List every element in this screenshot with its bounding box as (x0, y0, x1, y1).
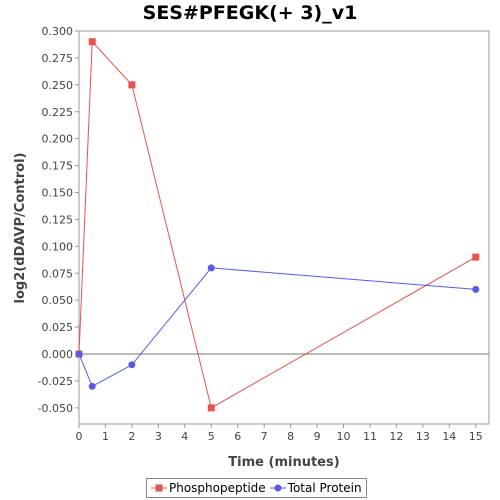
y-tick-label: 0.000 (42, 348, 74, 361)
data-point-total-protein (75, 350, 83, 358)
x-tick-label: 4 (181, 430, 188, 443)
x-axis: 0 1 2 3 4 5 6 7 8 9 10 11 12 13 14 15 (76, 424, 483, 443)
y-tick-label: 0.025 (42, 321, 74, 334)
y-tick-label: 0.250 (42, 79, 74, 92)
circle-marker-icon (269, 484, 286, 492)
legend-label-total-protein: Total Protein (287, 481, 362, 495)
x-tick-label: 9 (314, 430, 321, 443)
series-layer (75, 38, 480, 412)
x-tick-label: 12 (389, 430, 403, 443)
x-tick-label: 11 (363, 430, 377, 443)
data-point-phosphopeptide (472, 253, 480, 261)
x-tick-label: 5 (208, 430, 215, 443)
data-point-phosphopeptide (128, 81, 136, 89)
y-tick-label: 0.100 (42, 240, 74, 253)
data-point-total-protein (88, 382, 96, 390)
x-tick-label: 14 (442, 430, 456, 443)
legend: Phosphopeptide Total Protein (146, 478, 367, 498)
x-tick-label: 10 (337, 430, 351, 443)
x-tick-label: 0 (76, 430, 83, 443)
plot-area (78, 30, 490, 425)
y-tick-label: -0.025 (38, 375, 73, 388)
y-tick-label: 0.050 (42, 294, 74, 307)
x-tick-label: 8 (287, 430, 294, 443)
data-point-total-protein (128, 361, 136, 369)
y-tick-label: -0.050 (38, 402, 73, 415)
x-tick-label: 1 (102, 430, 109, 443)
y-axis: -0.050 -0.025 0.000 0.025 0.050 0.075 0.100 0.1… (38, 25, 79, 415)
legend-item-total-protein: Total Protein (269, 481, 362, 495)
x-tick-label: 7 (261, 430, 268, 443)
square-marker-icon (151, 484, 167, 492)
y-tick-label: 0.075 (42, 267, 74, 280)
data-point-phosphopeptide (207, 404, 215, 412)
data-point-phosphopeptide (88, 38, 96, 46)
data-point-total-protein (472, 285, 480, 293)
x-tick-label: 6 (234, 430, 241, 443)
y-axis-title: log2(dDAVP/Control) (13, 153, 28, 304)
x-tick-label: 2 (128, 430, 135, 443)
x-tick-label: 15 (469, 430, 483, 443)
legend-item-phosphopeptide: Phosphopeptide (151, 481, 266, 495)
y-tick-label: 0.300 (42, 25, 74, 38)
x-tick-label: 3 (155, 430, 162, 443)
x-axis-title: Time (minutes) (228, 455, 339, 470)
y-tick-label: 0.225 (42, 106, 74, 119)
y-tick-label: 0.275 (42, 52, 74, 65)
data-point-total-protein (207, 264, 215, 272)
y-tick-label: 0.125 (42, 213, 74, 226)
y-tick-label: 0.150 (42, 187, 74, 200)
y-tick-label: 0.175 (42, 160, 74, 173)
chart-title: SES#PFEGK(+ 3)_v1 (142, 2, 358, 24)
y-tick-label: 0.200 (42, 133, 74, 146)
x-tick-label: 13 (416, 430, 430, 443)
legend-label-phosphopeptide: Phosphopeptide (169, 481, 266, 495)
